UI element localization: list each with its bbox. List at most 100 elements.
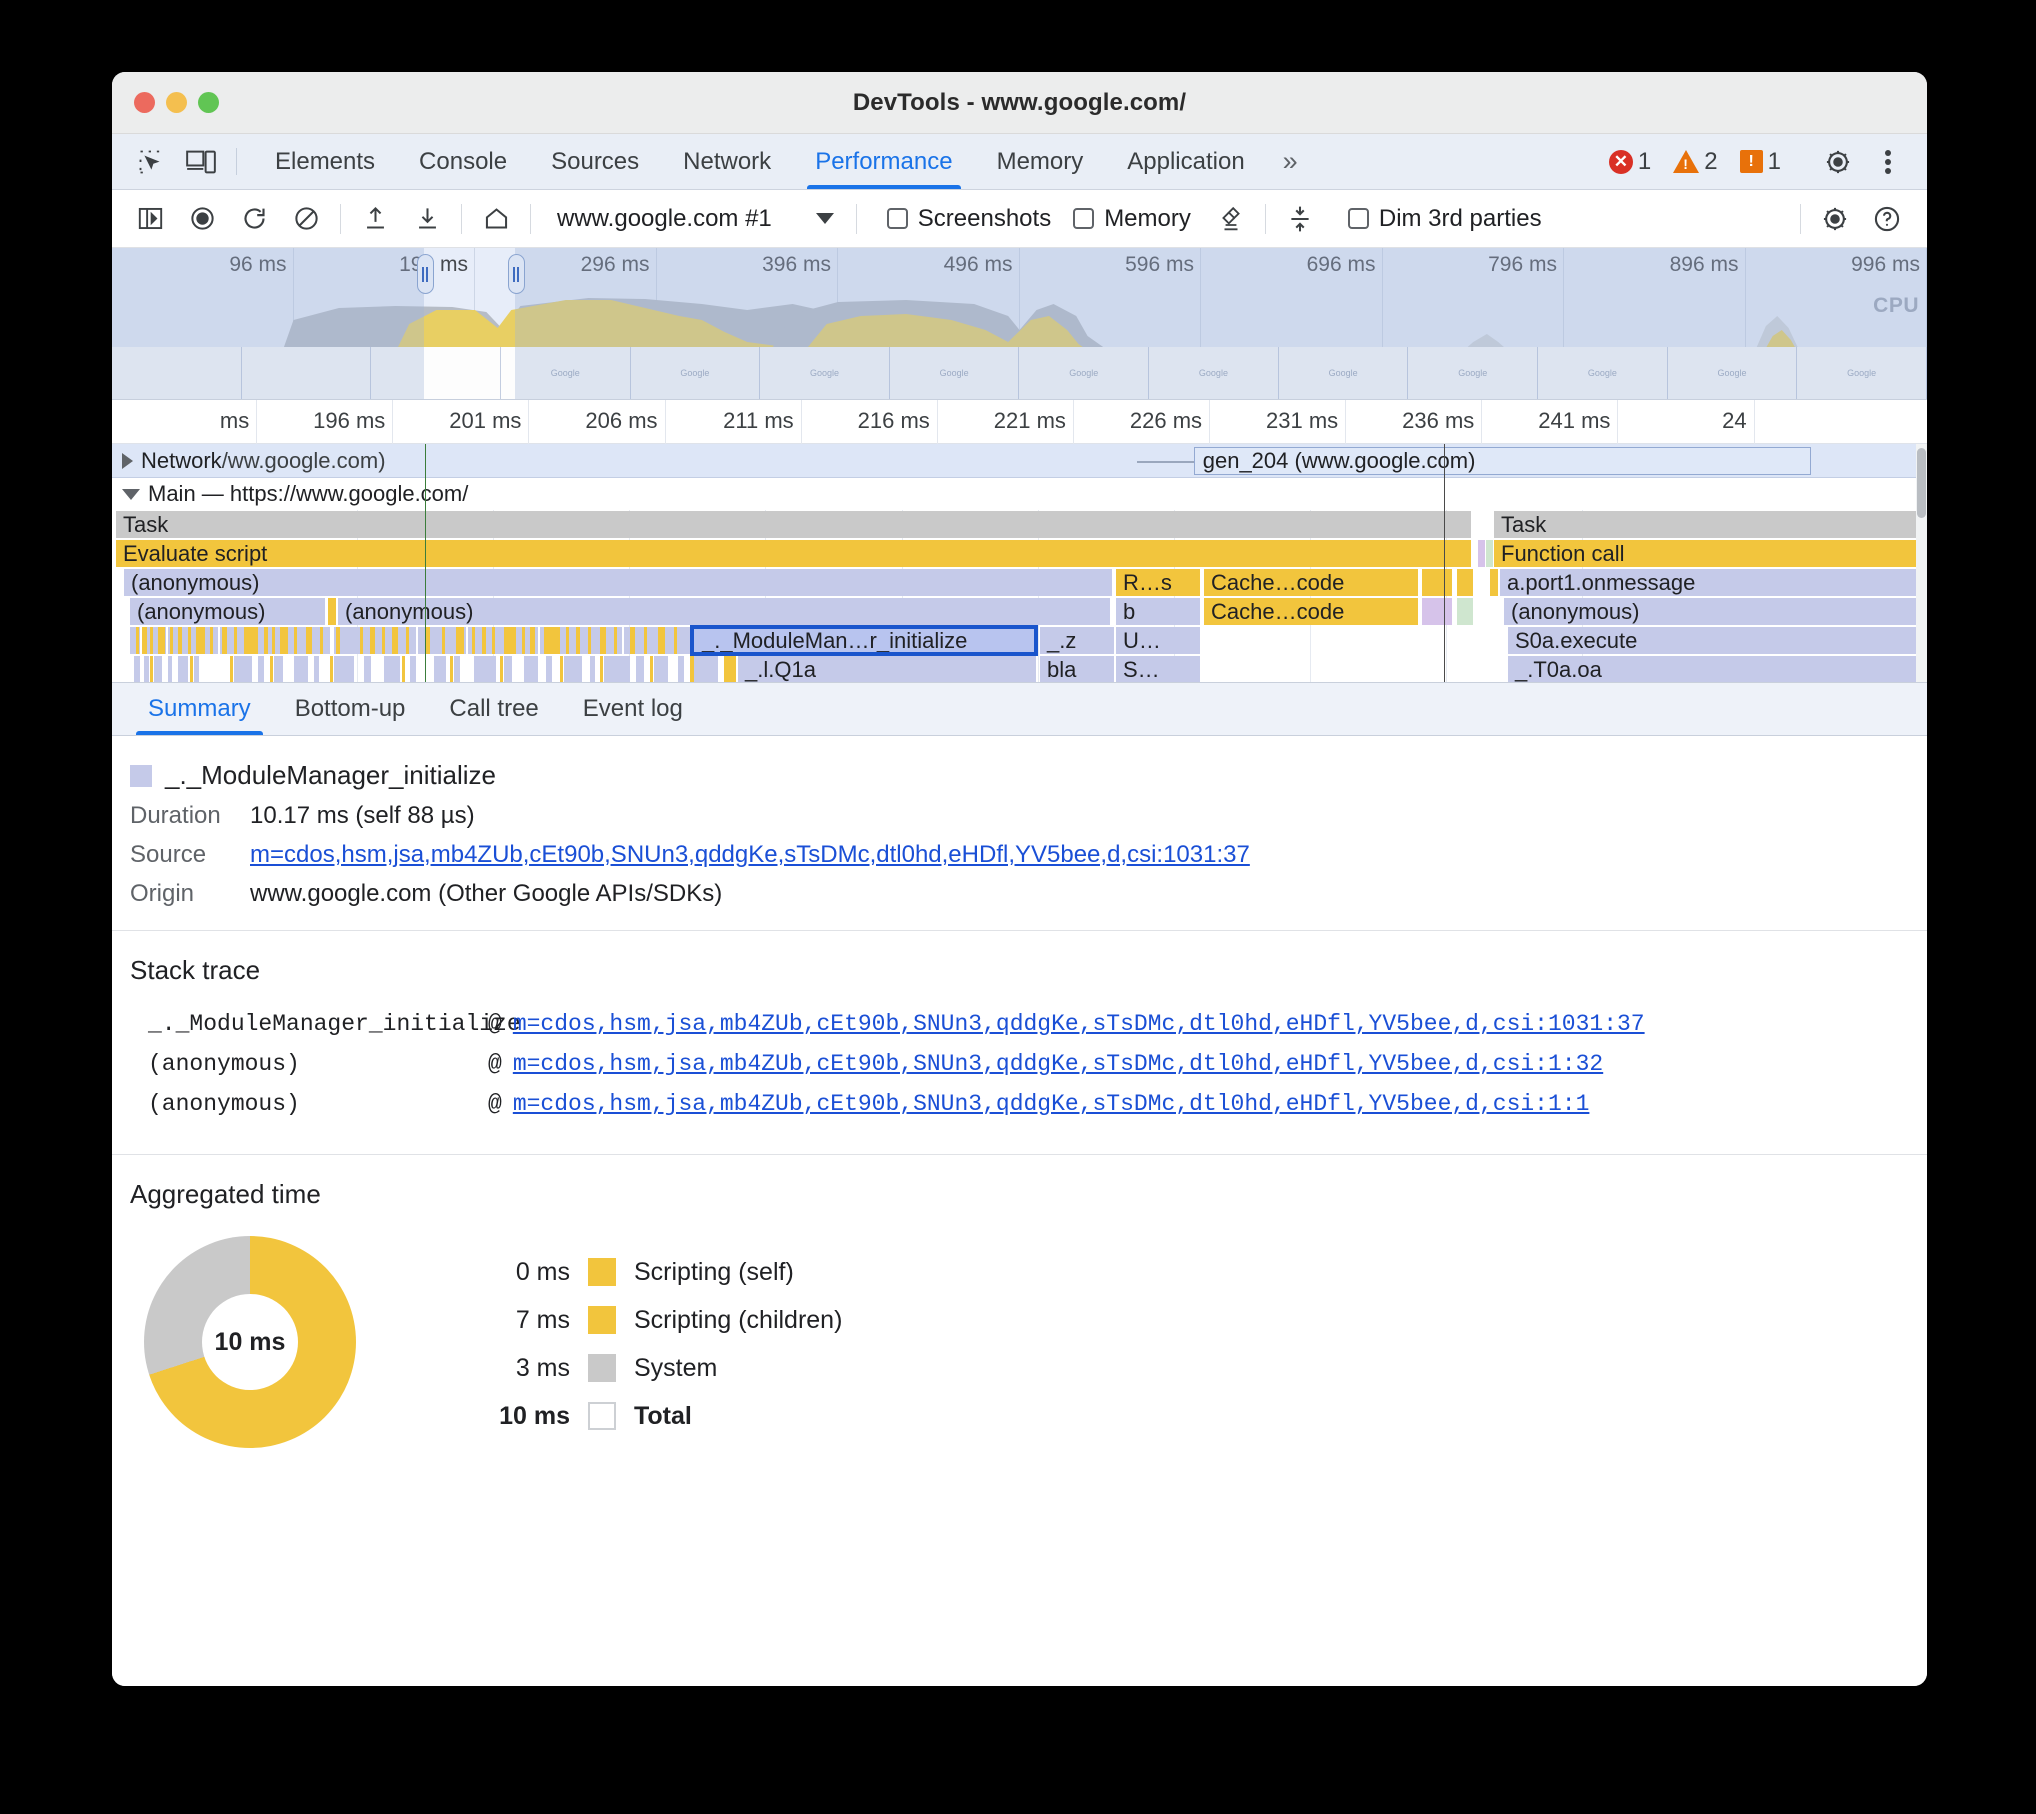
tab-memory[interactable]: Memory bbox=[996, 147, 1084, 175]
tab-elements[interactable]: Elements bbox=[275, 147, 376, 175]
reload-and-record-icon[interactable] bbox=[228, 205, 280, 232]
filmstrip-frame[interactable]: Google bbox=[1149, 347, 1279, 399]
stack-url-link[interactable]: m=cdos,hsm,jsa,mb4ZUb,cEt90b,SNUn3,qddgK… bbox=[512, 1091, 1590, 1117]
upload-icon[interactable] bbox=[349, 205, 401, 232]
filmstrip-frame[interactable]: Google bbox=[1019, 347, 1150, 399]
flame-bar-s[interactable]: S… bbox=[1116, 656, 1200, 682]
home-icon[interactable] bbox=[470, 205, 522, 232]
main-track-header[interactable]: Main — https://www.google.com/ bbox=[112, 478, 1927, 510]
flame-bar-anonymous-b[interactable]: (anonymous) bbox=[338, 598, 1110, 625]
source-link[interactable]: m=cdos,hsm,jsa,mb4ZUb,cEt90b,SNUn3,qddgK… bbox=[250, 841, 1250, 868]
overview-dim-right bbox=[514, 248, 1927, 399]
gear-icon[interactable] bbox=[1809, 205, 1861, 233]
flame-bar-green-block[interactable] bbox=[1457, 598, 1473, 625]
expand-collapse-icon[interactable] bbox=[1274, 205, 1326, 233]
maximize-window-button[interactable] bbox=[198, 92, 219, 113]
help-icon[interactable] bbox=[1861, 205, 1913, 233]
filmstrip-frame[interactable] bbox=[371, 347, 501, 399]
device-toolbar-icon[interactable] bbox=[176, 134, 226, 189]
flame-chart-scrollbar[interactable] bbox=[1916, 444, 1927, 682]
stack-url-link[interactable]: m=cdos,hsm,jsa,mb4ZUb,cEt90b,SNUn3,qddgK… bbox=[512, 1011, 1645, 1037]
more-tabs-button[interactable]: » bbox=[1282, 146, 1298, 176]
flame-bar-anonymous[interactable]: (anonymous) bbox=[124, 569, 1112, 596]
flame-bar-yellow-pre-q1a[interactable] bbox=[724, 656, 736, 682]
screenshots-checkbox[interactable]: Screenshots bbox=[886, 205, 1051, 233]
flame-bar-gap-yellow[interactable] bbox=[328, 598, 336, 625]
tab-call-tree[interactable]: Call tree bbox=[449, 695, 539, 722]
flame-bar-small-2[interactable] bbox=[1457, 569, 1473, 596]
collapse-arrow-icon[interactable] bbox=[122, 488, 140, 500]
filmstrip-frame[interactable]: Google bbox=[1408, 347, 1539, 399]
flame-bar-bla[interactable]: bla bbox=[1040, 656, 1114, 682]
inspect-element-icon[interactable] bbox=[126, 134, 176, 189]
flame-bar-q1a[interactable]: _.l.Q1a bbox=[738, 656, 1036, 682]
aggregated-donut: 10 ms bbox=[144, 1236, 356, 1448]
flame-bar-runscripts[interactable]: R…s bbox=[1116, 569, 1200, 596]
filmstrip-frame[interactable]: Google bbox=[500, 347, 631, 399]
tab-performance[interactable]: Performance bbox=[793, 134, 974, 189]
event-color-swatch bbox=[130, 764, 152, 787]
filmstrip-frame[interactable]: Google bbox=[1667, 347, 1798, 399]
warning-count[interactable]: 2 bbox=[1662, 148, 1728, 176]
timeline-overview[interactable]: 96 ms 196 ms 296 ms 396 ms 496 ms 596 ms… bbox=[112, 248, 1927, 400]
tab-network[interactable]: Network bbox=[683, 147, 772, 175]
gear-icon[interactable] bbox=[1813, 148, 1863, 176]
flame-bar-purple-block[interactable] bbox=[1422, 598, 1452, 625]
flame-bar-small-1[interactable] bbox=[1422, 569, 1452, 596]
flame-bar-cache-code-2[interactable]: Cache…code bbox=[1204, 598, 1418, 625]
minimize-window-button[interactable] bbox=[166, 92, 187, 113]
close-window-button[interactable] bbox=[134, 92, 155, 113]
tab-event-log[interactable]: Event log bbox=[582, 695, 683, 722]
tab-console[interactable]: Console bbox=[419, 147, 508, 175]
filmstrip-frame[interactable] bbox=[112, 347, 242, 399]
flame-bar-task-2[interactable]: Task bbox=[1494, 511, 1927, 538]
clear-icon[interactable] bbox=[280, 205, 332, 232]
tab-summary[interactable]: Summary bbox=[126, 683, 273, 735]
flame-bar-module-manager-initialize[interactable]: _._ModuleMan…r_initialize bbox=[690, 625, 1038, 656]
flame-bar-b[interactable]: b bbox=[1116, 598, 1200, 625]
filmstrip-frame[interactable]: Google bbox=[1538, 347, 1668, 399]
flame-bar-micro-purple[interactable] bbox=[1478, 540, 1485, 567]
tab-sources[interactable]: Sources bbox=[551, 147, 640, 175]
filmstrip-frame[interactable] bbox=[241, 347, 372, 399]
filmstrip-frame[interactable]: Google bbox=[1797, 347, 1927, 399]
overview-window-right-handle[interactable] bbox=[507, 254, 525, 294]
filmstrip-row[interactable]: Google Google Google Google Google Googl… bbox=[112, 347, 1927, 399]
tab-bottom-up[interactable]: Bottom-up bbox=[294, 695, 406, 722]
flame-bar-micro-green[interactable] bbox=[1486, 540, 1493, 567]
download-icon[interactable] bbox=[401, 205, 453, 232]
collect-garbage-icon[interactable] bbox=[1205, 205, 1257, 232]
stack-url-link[interactable]: m=cdos,hsm,jsa,mb4ZUb,cEt90b,SNUn3,qddgK… bbox=[512, 1051, 1604, 1077]
flame-bar-evaluate-script[interactable]: Evaluate script bbox=[116, 540, 1471, 567]
flame-bar-a-port1-onmessage[interactable]: a.port1.onmessage bbox=[1500, 569, 1927, 596]
flame-bar-u[interactable]: U… bbox=[1116, 627, 1200, 654]
trace-select[interactable]: www.google.com #1 bbox=[557, 205, 834, 233]
flame-bar-anonymous-a[interactable]: (anonymous) bbox=[130, 598, 325, 625]
dim-3rd-parties-checkbox[interactable]: Dim 3rd parties bbox=[1347, 205, 1542, 233]
error-count[interactable]: ✕ 1 bbox=[1598, 148, 1662, 176]
memory-checkbox[interactable]: Memory bbox=[1073, 205, 1191, 233]
flame-bar-thin-yellow[interactable] bbox=[1490, 569, 1498, 596]
tab-application[interactable]: Application bbox=[1127, 147, 1245, 175]
flame-bar-s0a-execute[interactable]: S0a.execute bbox=[1508, 627, 1927, 654]
filmstrip-frame[interactable]: Google bbox=[630, 347, 761, 399]
flame-bar-function-call[interactable]: Function call bbox=[1494, 540, 1927, 567]
kebab-menu-icon[interactable] bbox=[1863, 148, 1913, 176]
toolbar-divider-3 bbox=[530, 203, 531, 234]
filmstrip-frame[interactable]: Google bbox=[760, 347, 890, 399]
filmstrip-frame[interactable]: Google bbox=[1278, 347, 1409, 399]
issue-count[interactable]: ! 1 bbox=[1729, 148, 1792, 176]
flame-bar-cache-code[interactable]: Cache…code bbox=[1204, 569, 1418, 596]
flame-chart[interactable]: Network /ww.google.com) gen_204 (www.goo… bbox=[112, 444, 1927, 682]
legend-label: Scripting (self) bbox=[634, 1257, 794, 1286]
sidebar-toggle-icon[interactable] bbox=[124, 205, 176, 232]
expand-arrow-icon[interactable] bbox=[122, 452, 133, 469]
record-icon[interactable] bbox=[176, 205, 228, 232]
flame-bar-z[interactable]: _.z bbox=[1040, 627, 1114, 654]
network-request-gen204[interactable]: gen_204 (www.google.com) bbox=[1193, 447, 1811, 475]
overview-window-left-handle[interactable] bbox=[416, 254, 434, 294]
flame-bar-anonymous-right[interactable]: (anonymous) bbox=[1504, 598, 1927, 625]
flame-bar-t0a-oa[interactable]: _.T0a.oa bbox=[1508, 656, 1927, 682]
flame-bar-task[interactable]: Task bbox=[116, 511, 1471, 538]
filmstrip-frame[interactable]: Google bbox=[889, 347, 1020, 399]
